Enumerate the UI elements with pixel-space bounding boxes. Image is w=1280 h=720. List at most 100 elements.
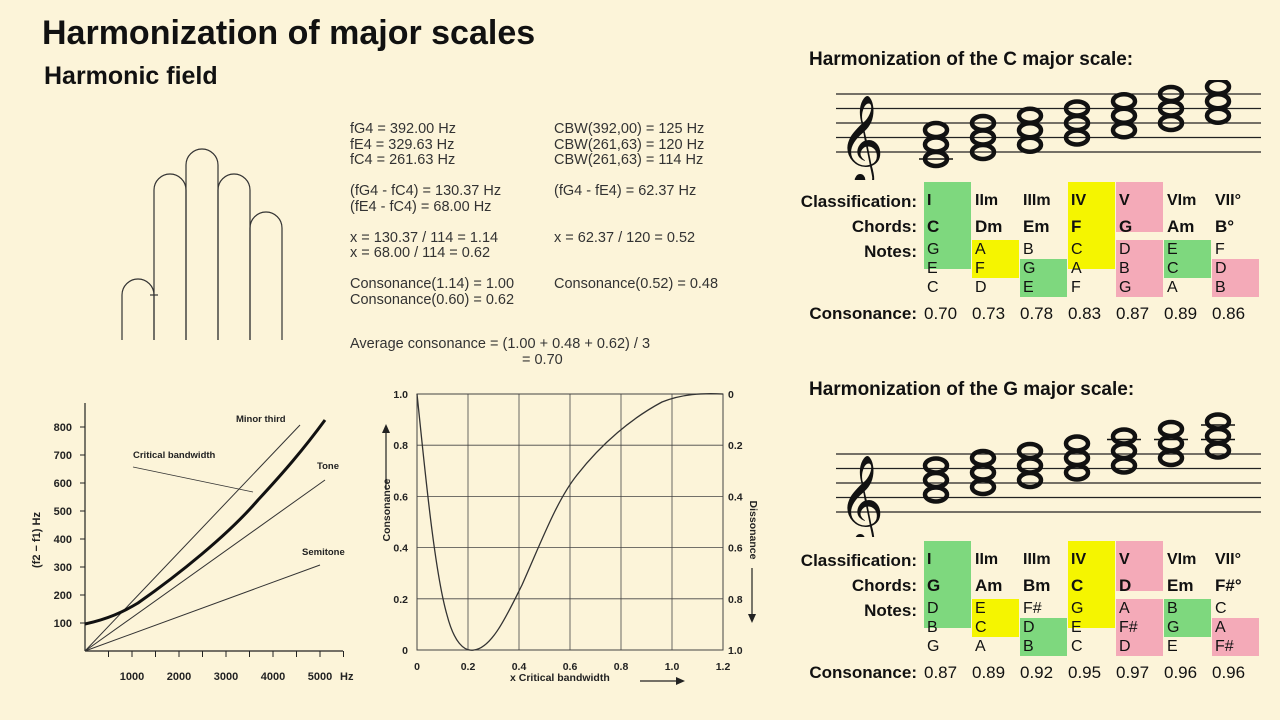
- note-cell: C: [1071, 241, 1083, 258]
- consonance-value: 0.96: [1212, 663, 1246, 682]
- dissonance-y-tick-label: 0.6: [728, 543, 743, 555]
- row-label-chords: Chords:: [851, 217, 917, 236]
- chord-notes: [1063, 434, 1091, 482]
- c-scale-staff: 𝄞: [836, 80, 1261, 180]
- note-cell: E: [975, 600, 986, 617]
- page-subtitle: Harmonic field: [44, 62, 218, 90]
- consonance-y-tick-label: 0.4: [393, 543, 408, 555]
- chord-cell: G: [1119, 217, 1133, 236]
- note-cell: F#: [1023, 600, 1042, 617]
- note-cell: E: [927, 260, 938, 277]
- highlight-cell: [924, 541, 971, 628]
- treble-clef-icon: 𝄞: [838, 95, 884, 180]
- chord-cell: F#°: [1215, 576, 1242, 595]
- chord-cell: Am: [975, 576, 1003, 595]
- hand-illustration: [121, 148, 283, 340]
- dissonance-axis-label: Dissonance: [747, 501, 759, 560]
- calc-right-line: (fG4 - fE4) = 62.37 Hz: [554, 183, 697, 199]
- classification-cell: V: [1119, 551, 1130, 568]
- cbw-y-tick-label: 300: [54, 562, 72, 574]
- note-cell: A: [975, 241, 986, 258]
- cbw-x-tick-label: 3000: [214, 671, 238, 683]
- note-cell: A: [1215, 619, 1226, 636]
- cbw-y-tick-label: 200: [54, 590, 72, 602]
- note-cell: E: [1023, 279, 1034, 296]
- highlight-cell: [924, 182, 971, 269]
- tone-line: [84, 479, 326, 652]
- dissonance-y-tick-label: 0.8: [728, 594, 743, 606]
- calc-left-line: x = 68.00 / 114 = 0.62: [350, 245, 491, 261]
- treble-clef-icon: 𝄞: [838, 455, 884, 537]
- chord-notes: [1016, 441, 1044, 490]
- chord-cell: Em: [1023, 217, 1050, 236]
- note-cell: F#: [1119, 619, 1138, 636]
- row-label-notes: Notes:: [864, 601, 917, 620]
- highlight-cell: [1116, 240, 1163, 259]
- calc-right-line: CBW(261,63) = 114 Hz: [554, 152, 704, 168]
- chord-cell: C: [927, 217, 940, 236]
- chord-notes: [1201, 412, 1235, 460]
- calc-right-column: CBW(392,00) = 125 Hz CBW(261,63) = 120 Hz…: [554, 121, 719, 293]
- semitone-line: [84, 564, 321, 652]
- note-cell: B: [927, 619, 938, 636]
- note-cell: D: [975, 279, 987, 296]
- chord-notes: [919, 120, 953, 169]
- classification-cell: VII°: [1215, 192, 1241, 209]
- calc-right-line: Consonance(0.52) = 0.48: [554, 276, 719, 292]
- calc-right-line: x = 62.37 / 120 = 0.52: [554, 229, 696, 246]
- classification-cell: VII°: [1215, 551, 1241, 568]
- highlight-cell: [1164, 240, 1211, 278]
- classification-cell: IV: [1071, 192, 1087, 209]
- classification-cell: IIIm: [1023, 192, 1051, 209]
- cbw-x-tick-label: 1000: [120, 671, 144, 683]
- consonance-y-tick-label: 1.0: [393, 389, 408, 401]
- consonance-value: 0.73: [972, 304, 1006, 323]
- g-scale-staff: 𝄞: [836, 412, 1261, 537]
- cbw-y-axis-label: (f2 − f1) Hz: [31, 512, 43, 568]
- classification-cell: VIm: [1167, 192, 1197, 209]
- note-cell: E: [1071, 619, 1082, 636]
- consonance-x-tick-label: 0.2: [461, 661, 476, 673]
- chord-notes: [969, 113, 997, 162]
- highlight-cell: [1068, 541, 1115, 628]
- highlight-cell: [1116, 541, 1163, 591]
- consonance-x-axis-label: x Critical bandwidth: [510, 672, 610, 684]
- cbw-x-unit: Hz: [340, 671, 354, 683]
- note-cell: G: [927, 638, 940, 655]
- consonance-value: 0.92: [1020, 663, 1054, 682]
- average-consonance-line1: Average consonance = (1.00 + 0.48 + 0.62…: [350, 336, 651, 352]
- row-label-classification: Classification:: [800, 192, 917, 211]
- consonance-chart: 0 0.2 0.4 0.6 0.8 1.0 1.2 0 0.2 0.4 0.6 0.8 1.0 1.0…: [381, 389, 759, 685]
- row-label-chords: Chords:: [851, 576, 917, 595]
- row-label-notes: Notes:: [864, 242, 917, 261]
- note-cell: B: [1167, 600, 1178, 617]
- highlight-cell: [1116, 618, 1163, 637]
- note-cell: G: [1071, 600, 1084, 617]
- highlight-cell: [1116, 278, 1163, 297]
- calc-right-line: [554, 246, 718, 262]
- tone-label: Tone: [317, 461, 339, 472]
- note-cell: D: [1119, 638, 1131, 655]
- highlight-cell: [1020, 618, 1067, 656]
- calc-right-line: [554, 169, 718, 185]
- note-cell: E: [1167, 241, 1178, 258]
- note-cell: B: [1119, 260, 1130, 277]
- note-cell: F: [975, 260, 985, 277]
- note-cell: B: [1023, 241, 1034, 258]
- row-label-classification: Classification:: [800, 551, 917, 570]
- chord-cell: F: [1071, 217, 1082, 236]
- consonance-value: 0.87: [924, 663, 958, 682]
- cbw-x-tick-label: 4000: [261, 671, 285, 683]
- consonance-x-tick-label: 0.4: [512, 661, 527, 673]
- cbw-y-tick-label: 500: [54, 506, 72, 518]
- note-cell: A: [1071, 260, 1082, 277]
- chord-cell: C: [1071, 576, 1084, 595]
- calc-right-line: CBW(392,00) = 125 Hz: [554, 121, 705, 137]
- note-cell: C: [1071, 638, 1083, 655]
- consonance-x-tick-label: 0.6: [563, 661, 578, 673]
- consonance-x-tick-label: 1.0: [665, 661, 680, 673]
- chord-cell: B°: [1215, 217, 1235, 236]
- note-cell: G: [1023, 260, 1036, 277]
- critical-bandwidth-label: Critical bandwidth: [133, 450, 216, 461]
- classification-cell: VIm: [1167, 551, 1197, 568]
